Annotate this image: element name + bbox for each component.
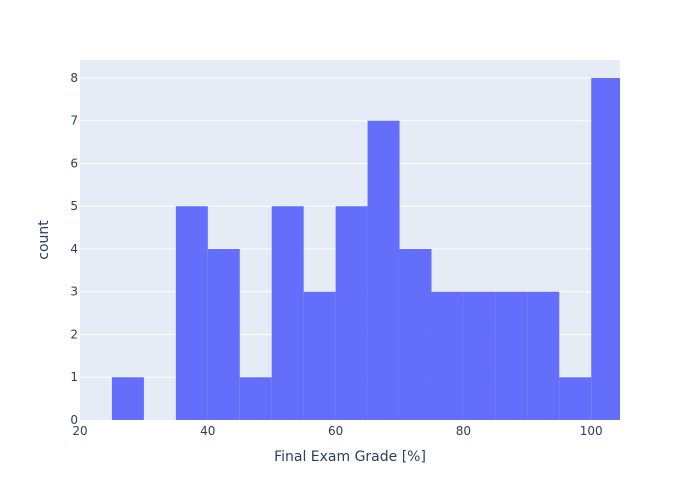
histogram-bar bbox=[175, 206, 208, 420]
histogram-bar bbox=[591, 77, 620, 420]
x-tick-label: 40 bbox=[200, 424, 215, 438]
y-tick-label: 4 bbox=[70, 242, 78, 256]
y-tick-label: 1 bbox=[70, 370, 78, 384]
x-tick-label: 100 bbox=[580, 424, 603, 438]
histogram-bar bbox=[559, 377, 592, 420]
histogram-bar bbox=[207, 248, 240, 420]
y-tick-label: 5 bbox=[70, 199, 78, 213]
histogram-bar bbox=[335, 206, 368, 420]
histogram-bar bbox=[239, 377, 272, 420]
bars bbox=[111, 77, 620, 420]
x-tick-label: 20 bbox=[72, 424, 87, 438]
histogram-bar bbox=[495, 291, 528, 420]
y-tick-label: 0 bbox=[70, 413, 78, 427]
histogram-bar bbox=[399, 248, 432, 420]
histogram-bar bbox=[111, 377, 144, 420]
y-tick-label: 2 bbox=[70, 327, 78, 341]
x-tick-label: 60 bbox=[328, 424, 343, 438]
x-axis-title: Final Exam Grade [%] bbox=[274, 449, 426, 465]
histogram-bar bbox=[271, 206, 304, 420]
y-tick-label: 3 bbox=[70, 285, 78, 299]
y-axis-title: count bbox=[36, 220, 52, 260]
histogram-bar bbox=[527, 291, 560, 420]
y-tick-label: 7 bbox=[70, 114, 78, 128]
y-tick-labels: 0 1 2 3 4 5 6 7 8 bbox=[70, 71, 78, 427]
x-tick-label: 80 bbox=[456, 424, 471, 438]
histogram-bar bbox=[431, 291, 464, 420]
y-tick-label: 8 bbox=[70, 71, 78, 85]
histogram-bar bbox=[463, 291, 496, 420]
y-tick-label: 6 bbox=[70, 156, 78, 170]
histogram-bar bbox=[367, 120, 400, 420]
x-tick-labels: 20 40 60 80 100 bbox=[72, 424, 602, 438]
histogram-bar bbox=[303, 291, 336, 420]
